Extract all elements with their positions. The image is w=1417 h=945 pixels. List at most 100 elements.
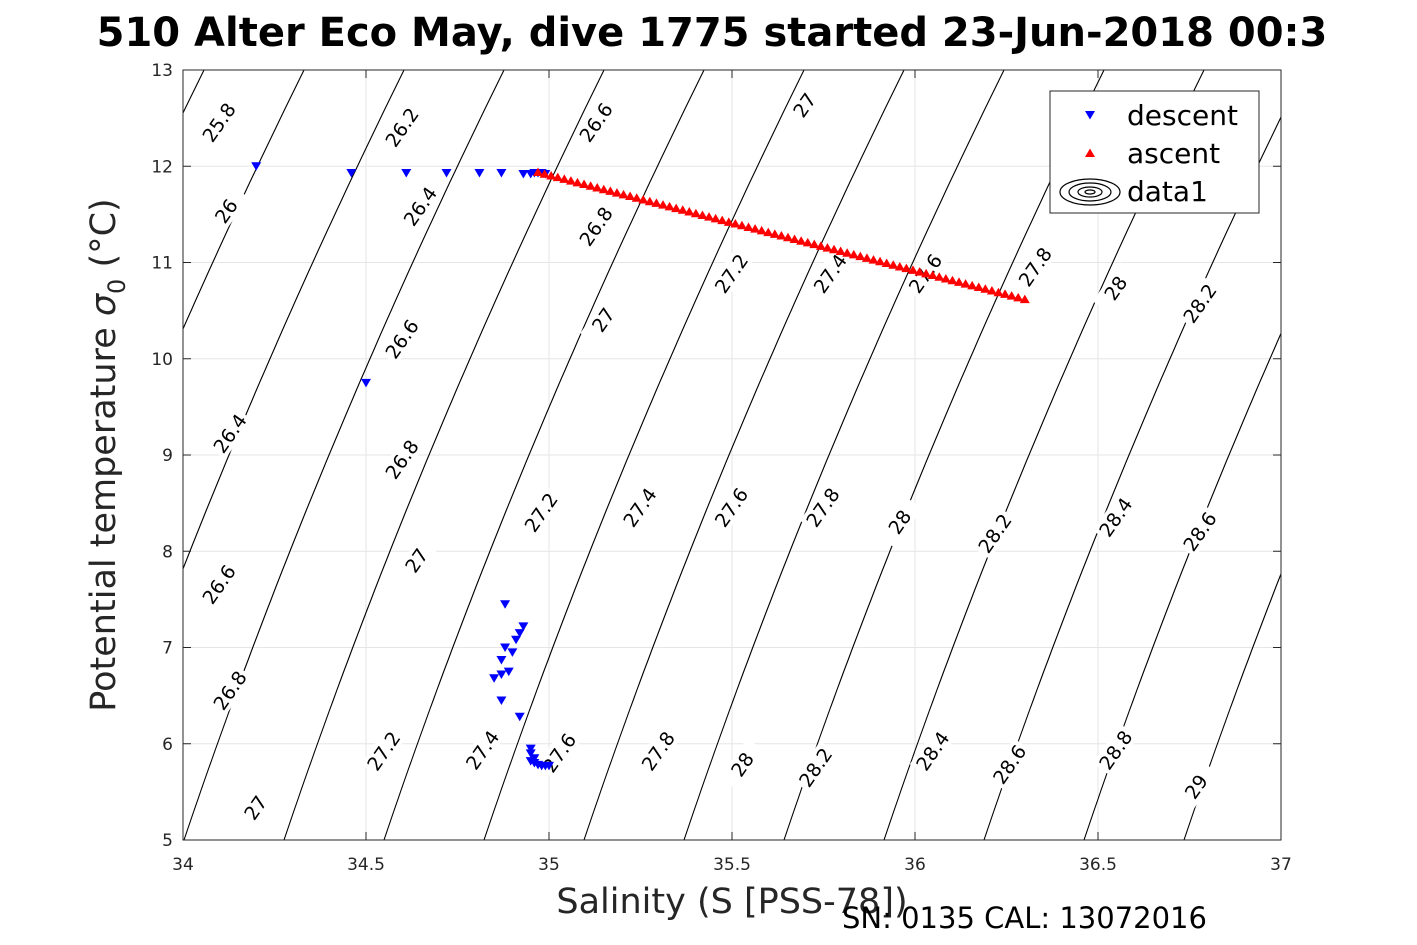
contour-label-bg <box>719 738 765 791</box>
contour-label-bg <box>397 180 443 233</box>
density-contour-line <box>683 70 1005 840</box>
ascent-point <box>611 188 622 197</box>
ascent-point <box>546 170 557 180</box>
descent-point <box>496 670 507 679</box>
ascent-point <box>572 177 583 187</box>
contour-label-group: 28.8 <box>1092 723 1139 776</box>
ascent-point <box>664 201 675 211</box>
contour-label-bg <box>1092 491 1139 543</box>
contour-label-group: 27.6 <box>536 726 582 779</box>
contour-label-bg <box>1173 760 1219 813</box>
density-contour-line <box>483 70 805 840</box>
density-contour-line <box>783 70 1105 840</box>
contour-label-group: 27 <box>393 534 440 587</box>
descent-point <box>496 656 507 665</box>
contour-label-bg <box>393 534 440 587</box>
x-tick-label: 34 <box>172 855 194 875</box>
contour-label-bg <box>196 96 242 149</box>
ascent-point <box>868 255 879 264</box>
ascent-point <box>802 237 813 247</box>
y-tick-label: 8 <box>162 542 173 562</box>
contour-label-group: 26.8 <box>573 200 619 253</box>
ascent-point <box>973 282 984 292</box>
descent-point <box>507 648 518 657</box>
contour-label-group: 26.2 <box>379 101 425 154</box>
ascent-point <box>875 256 886 266</box>
contour-label-bg <box>1176 505 1223 558</box>
descent-point <box>511 635 522 645</box>
x-tick-label: 35 <box>538 855 560 875</box>
contour-label-group: 28.6 <box>986 738 1033 791</box>
descent-point <box>401 168 412 178</box>
ascent-point <box>736 220 747 230</box>
descent-point <box>489 674 500 683</box>
contour-label-bg <box>379 433 425 486</box>
contour-label-bg <box>203 184 249 237</box>
density-contour-line <box>1183 572 1281 840</box>
contour-label-group: 26.4 <box>397 180 443 233</box>
contour-label-group: 28.2 <box>971 507 1018 560</box>
ascent-point <box>631 193 642 202</box>
ascent-point <box>658 200 669 209</box>
ascent-point <box>1006 291 1017 300</box>
contour-label-bg <box>1176 277 1223 330</box>
ascent-point <box>921 268 932 278</box>
contour-label-group: 26.4 <box>207 407 253 460</box>
density-contour-line <box>1284 70 1417 840</box>
contour-label-group: 28 <box>719 738 765 791</box>
density-contour-line <box>183 70 505 840</box>
ascent-point <box>855 251 866 261</box>
contour-label-bg <box>207 664 253 717</box>
ascent-point <box>842 248 853 257</box>
ascent-point <box>552 172 563 182</box>
y-axis-label-unit: (°C) <box>84 198 124 278</box>
contour-label-bg <box>708 481 754 534</box>
ascent-point <box>1013 292 1024 302</box>
ascent-point <box>967 280 978 290</box>
contour-label-group: 26.6 <box>196 558 242 611</box>
x-tick-label: 36 <box>904 855 926 875</box>
contour-label-bg <box>616 481 663 534</box>
y-tick-label: 6 <box>162 735 173 755</box>
chart-title: 510 Alter Eco May, dive 1775 started 23-… <box>97 10 1328 56</box>
x-axis-label: Salinity (S [PSS-78]) <box>556 882 907 922</box>
y-axis-ticks: 5 6 7 8 9 10 11 12 13 <box>151 61 1281 851</box>
contour-label-group: 28 <box>876 495 923 548</box>
ascent-point <box>651 198 662 207</box>
ascent-point <box>579 179 590 189</box>
legend-marker-ascent <box>1085 148 1095 157</box>
ascent-point <box>829 244 840 254</box>
contour-label-bg <box>876 495 923 548</box>
legend-label-data1: data1 <box>1127 175 1208 208</box>
contour-label-bg <box>580 293 626 346</box>
contour-label-group: 27 <box>781 79 828 131</box>
y-axis-label: Potential temperature σ0 (°C) <box>84 198 131 711</box>
contour-label-bg <box>986 738 1033 791</box>
ascent-point <box>861 253 872 262</box>
ascent-point <box>559 174 570 183</box>
descent-point <box>525 749 536 758</box>
contour-label-group: 28.6 <box>1176 505 1223 558</box>
contour-label-group: 28.4 <box>909 724 956 777</box>
ascent-point <box>684 207 695 216</box>
contour-label-bg <box>518 486 564 539</box>
ascent-point <box>592 182 603 192</box>
contour-label-group: 26.8 <box>207 664 253 717</box>
ascent-point <box>835 246 846 256</box>
x-tick-label: 37 <box>1270 855 1292 875</box>
descent-point <box>525 744 536 754</box>
descent-point <box>518 622 529 631</box>
y-tick-label: 11 <box>151 254 173 274</box>
ascent-point <box>940 273 951 283</box>
contour-label-bg <box>635 724 681 777</box>
x-tick-label: 35.5 <box>713 855 751 875</box>
ascent-point <box>776 231 787 240</box>
contour-label-group: 28.4 <box>1092 491 1139 543</box>
ascent-point <box>947 275 958 285</box>
descent-point <box>474 168 485 178</box>
descent-point <box>518 169 529 179</box>
ascent-point <box>605 186 616 195</box>
descent-point <box>514 712 525 722</box>
y-tick-label: 9 <box>162 446 173 466</box>
